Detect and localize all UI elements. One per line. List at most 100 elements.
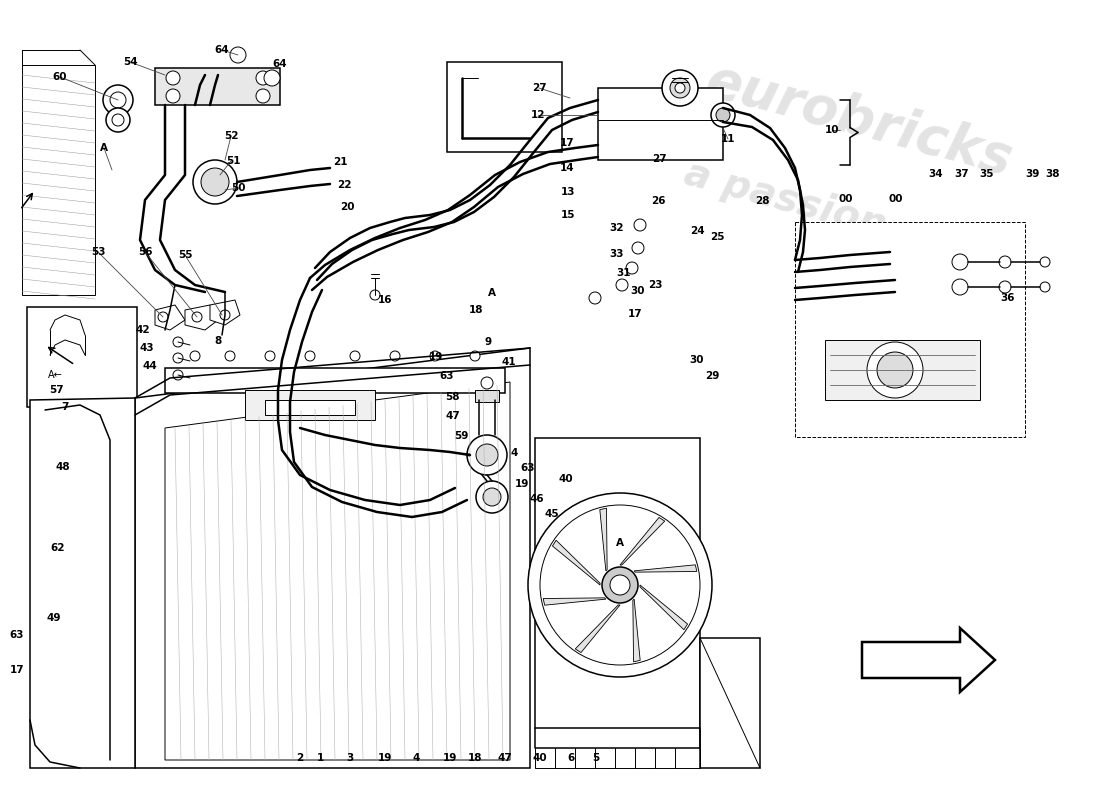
Circle shape — [588, 292, 601, 304]
Bar — [447, 62, 562, 152]
Text: 51: 51 — [226, 156, 240, 166]
Circle shape — [470, 351, 480, 361]
Text: 59: 59 — [454, 431, 469, 441]
Text: 25: 25 — [710, 232, 724, 242]
Text: sion: sion — [270, 548, 449, 622]
Text: 49: 49 — [46, 613, 62, 623]
Circle shape — [540, 505, 700, 665]
Circle shape — [602, 567, 638, 603]
Circle shape — [1040, 257, 1050, 267]
Text: 41: 41 — [502, 357, 516, 367]
Circle shape — [106, 108, 130, 132]
Text: 30: 30 — [630, 286, 646, 296]
Text: 28: 28 — [755, 196, 769, 206]
Circle shape — [226, 351, 235, 361]
Text: 22: 22 — [337, 180, 351, 190]
Circle shape — [158, 312, 168, 322]
Text: 11: 11 — [720, 134, 735, 144]
Text: 17: 17 — [10, 665, 24, 675]
Polygon shape — [640, 585, 688, 630]
Circle shape — [476, 444, 498, 466]
Circle shape — [166, 89, 180, 103]
Text: 33: 33 — [609, 249, 625, 259]
Text: 64: 64 — [214, 45, 229, 55]
Circle shape — [190, 351, 200, 361]
Text: 15: 15 — [561, 210, 575, 220]
Polygon shape — [210, 300, 240, 325]
Text: A: A — [488, 288, 496, 298]
Circle shape — [632, 242, 644, 254]
Circle shape — [173, 337, 183, 347]
Circle shape — [468, 435, 507, 475]
Circle shape — [675, 83, 685, 93]
Text: 40: 40 — [532, 753, 548, 763]
Text: 47: 47 — [497, 753, 513, 763]
Text: 19: 19 — [377, 753, 393, 763]
Circle shape — [112, 114, 124, 126]
Text: 21: 21 — [332, 157, 348, 167]
Text: 63: 63 — [440, 371, 454, 381]
Polygon shape — [600, 508, 607, 571]
Circle shape — [256, 71, 270, 85]
Polygon shape — [155, 68, 280, 105]
Polygon shape — [552, 540, 601, 585]
Circle shape — [670, 78, 690, 98]
Text: 00: 00 — [889, 194, 903, 204]
Text: 50: 50 — [231, 183, 245, 193]
Text: 37: 37 — [955, 169, 969, 179]
Circle shape — [1040, 282, 1050, 292]
Text: A: A — [100, 143, 108, 153]
Circle shape — [476, 481, 508, 513]
Text: 14: 14 — [560, 163, 574, 173]
Text: a pas: a pas — [130, 493, 360, 567]
Polygon shape — [535, 438, 700, 728]
Text: 47: 47 — [446, 411, 461, 421]
Text: 58: 58 — [444, 392, 460, 402]
Text: 45: 45 — [544, 509, 559, 519]
Text: 43: 43 — [140, 343, 154, 353]
Bar — [795, 222, 1025, 437]
Text: 32: 32 — [609, 223, 625, 233]
Text: 13: 13 — [561, 187, 575, 197]
Text: 42: 42 — [135, 325, 151, 335]
Circle shape — [201, 168, 229, 196]
Text: 44: 44 — [143, 361, 157, 371]
Text: 4: 4 — [510, 448, 518, 458]
Circle shape — [716, 108, 730, 122]
Polygon shape — [862, 628, 996, 692]
Text: 55: 55 — [178, 250, 192, 260]
Circle shape — [999, 256, 1011, 268]
Polygon shape — [575, 605, 620, 653]
Text: 5: 5 — [593, 753, 600, 763]
Text: 17: 17 — [560, 138, 574, 148]
Bar — [28, 307, 138, 407]
Text: 6: 6 — [568, 753, 574, 763]
Text: 7: 7 — [62, 402, 68, 412]
Polygon shape — [543, 598, 606, 605]
Text: 56: 56 — [138, 247, 152, 257]
Text: 36: 36 — [1001, 293, 1015, 303]
Text: 4: 4 — [412, 753, 420, 763]
Circle shape — [220, 310, 230, 320]
Bar — [475, 390, 499, 402]
Text: 18: 18 — [469, 305, 483, 315]
Circle shape — [430, 351, 440, 361]
Polygon shape — [634, 565, 696, 572]
Text: 18: 18 — [468, 753, 482, 763]
Text: 57: 57 — [50, 385, 64, 395]
Polygon shape — [135, 348, 530, 768]
Bar — [825, 340, 980, 400]
Circle shape — [610, 575, 630, 595]
Text: 9: 9 — [484, 337, 492, 347]
Text: 12: 12 — [530, 110, 546, 120]
Text: 26: 26 — [651, 196, 666, 206]
Circle shape — [256, 89, 270, 103]
Text: 3: 3 — [346, 753, 353, 763]
Circle shape — [616, 279, 628, 291]
Circle shape — [662, 70, 698, 106]
Circle shape — [952, 279, 968, 295]
Circle shape — [999, 281, 1011, 293]
Text: 46: 46 — [530, 494, 544, 504]
Bar — [598, 88, 723, 160]
Bar — [245, 390, 375, 420]
